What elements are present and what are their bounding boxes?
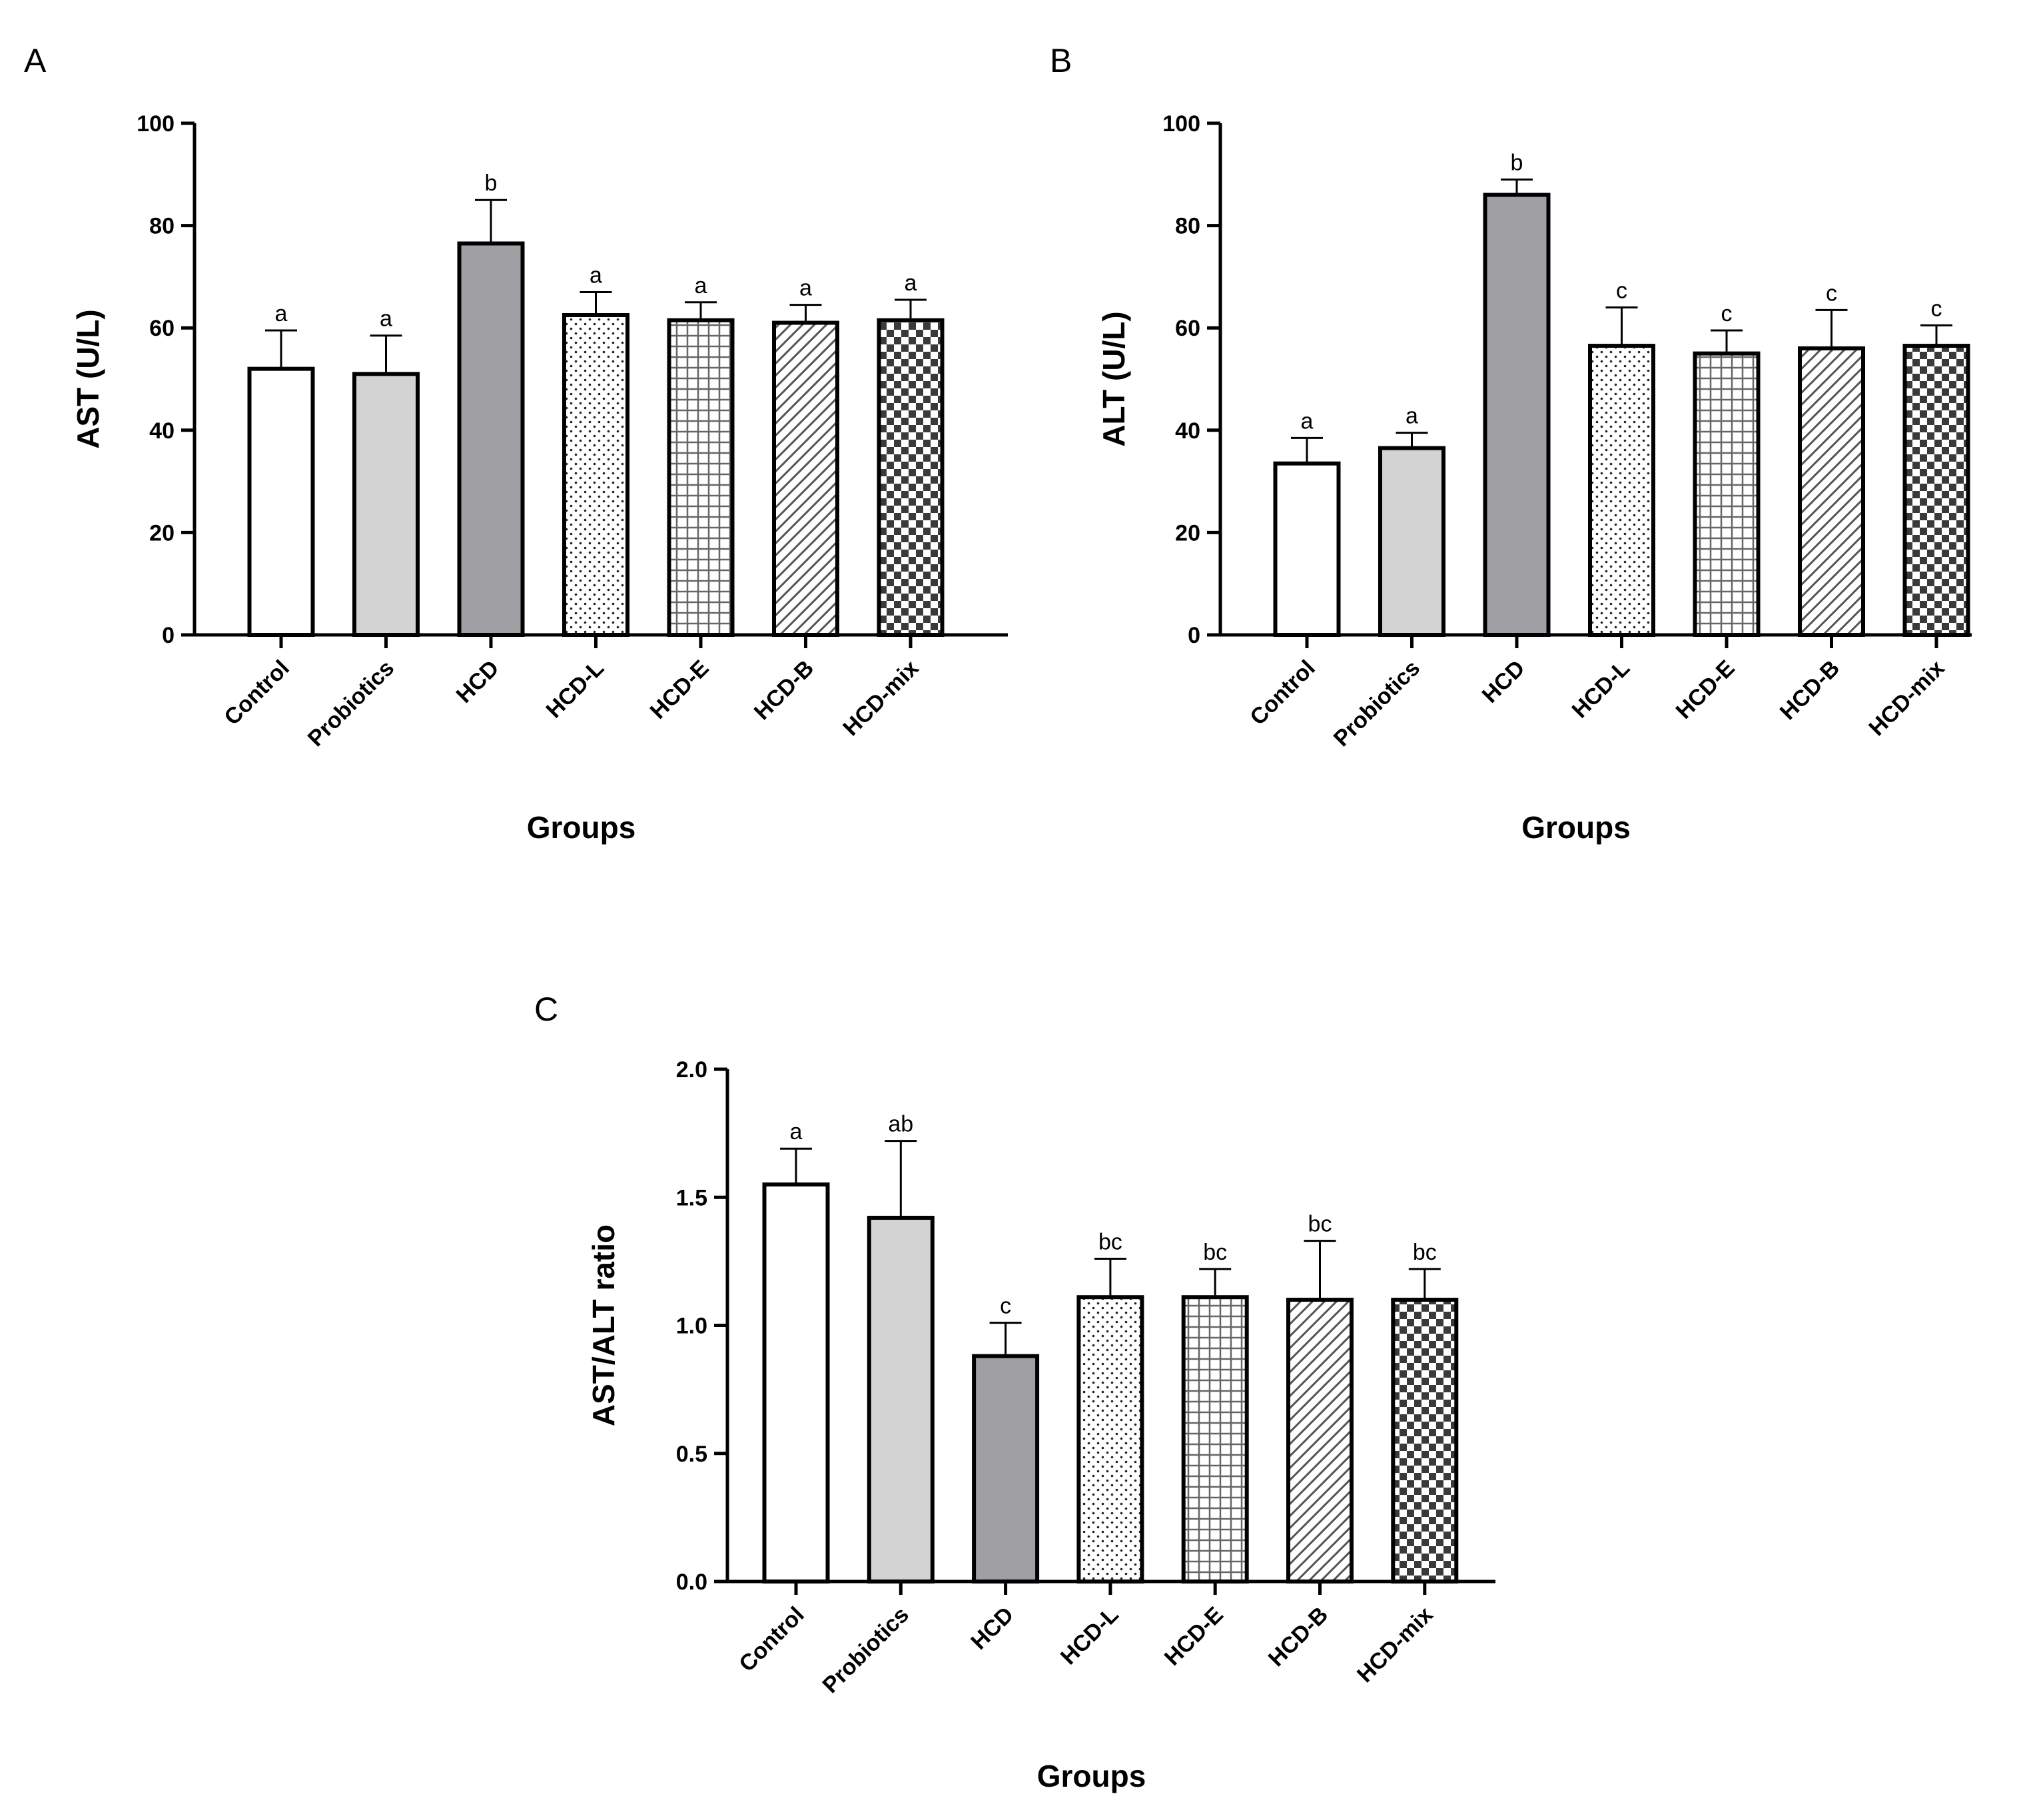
- significance-label: a: [695, 273, 707, 298]
- bar-control: [762, 1182, 830, 1584]
- significance-label: bc: [1413, 1240, 1437, 1265]
- panel-letter-b: B: [1050, 42, 1072, 79]
- significance-label: c: [1931, 296, 1942, 321]
- x-category-label: HCD-E: [645, 656, 714, 724]
- x-category-label: HCD-L: [1567, 656, 1635, 723]
- x-category-label: Probiotics: [818, 1602, 914, 1698]
- x-axis-title: Groups: [1037, 1759, 1146, 1793]
- x-category-label: HCD: [1477, 656, 1530, 708]
- x-category-label: HCD-B: [1775, 656, 1844, 725]
- significance-label: bc: [1308, 1212, 1332, 1237]
- x-category-label: HCD-E: [1671, 656, 1740, 724]
- x-category-label: HCD-mix: [838, 656, 923, 741]
- x-category-label: Control: [734, 1602, 809, 1677]
- x-category-label: HCD-E: [1160, 1602, 1228, 1671]
- significance-label: c: [1000, 1294, 1011, 1319]
- bar-hcd-l: [1588, 344, 1655, 638]
- y-axis-title: AST/ALT ratio: [586, 1224, 621, 1426]
- y-tick-label: 20: [1175, 520, 1200, 546]
- x-category-label: HCD-B: [1264, 1602, 1333, 1671]
- y-tick-label: 60: [1175, 316, 1200, 341]
- bar-hcd-b: [772, 320, 839, 637]
- bar-hcd-e: [1181, 1295, 1249, 1584]
- significance-label: a: [1301, 408, 1314, 434]
- bar-hcd: [972, 1354, 1040, 1584]
- bar-hcd-mix: [1902, 344, 1970, 638]
- significance-label: c: [1826, 280, 1837, 306]
- y-tick-label: 100: [137, 111, 175, 137]
- x-category-label: HCD-L: [541, 656, 609, 723]
- x-axis-title: Groups: [527, 810, 636, 845]
- x-axis-title: Groups: [1521, 810, 1631, 845]
- bar-hcd-b: [1286, 1298, 1354, 1584]
- significance-label: ab: [888, 1112, 913, 1137]
- significance-label: b: [485, 171, 498, 196]
- bar-hcd-mix: [877, 318, 945, 637]
- y-tick-label: 0.5: [676, 1442, 707, 1467]
- panel-b-alt-chart: 0 20 40 60 80 100 ALT (U/L) Groups a Control a Prob…: [1096, 111, 1972, 845]
- bar-control: [1273, 461, 1341, 637]
- significance-label: a: [1406, 404, 1418, 429]
- significance-label: a: [799, 276, 812, 301]
- bar-hcd: [1483, 193, 1551, 637]
- significance-label: a: [790, 1119, 803, 1144]
- bar-hcd-l: [562, 313, 629, 637]
- x-category-label: HCD-B: [749, 656, 819, 725]
- bar-probiotics: [867, 1216, 935, 1584]
- x-category-label: Control: [219, 656, 294, 730]
- bar-hcd-e: [667, 318, 735, 637]
- y-tick-label: 1.5: [676, 1185, 707, 1210]
- bar-control: [247, 366, 315, 637]
- significance-label: c: [1616, 278, 1627, 303]
- x-category-label: HCD: [966, 1602, 1018, 1655]
- x-category-label: HCD-mix: [1864, 656, 1949, 741]
- x-category-label: HCD: [452, 656, 504, 708]
- y-tick-label: 40: [149, 418, 175, 444]
- bar-hcd-b: [1798, 346, 1865, 637]
- y-axis-title: ALT (U/L): [1096, 311, 1131, 447]
- significance-label: a: [275, 301, 288, 326]
- x-category-label: Probiotics: [1329, 656, 1425, 751]
- significance-label: a: [905, 270, 917, 296]
- y-tick-label: 1.0: [676, 1314, 707, 1339]
- bar-hcd-e: [1693, 351, 1761, 637]
- y-tick-label: 100: [1162, 111, 1200, 137]
- y-tick-label: 20: [149, 520, 175, 546]
- significance-label: bc: [1098, 1230, 1122, 1255]
- x-category-label: HCD-L: [1056, 1602, 1124, 1670]
- significance-label: a: [590, 262, 602, 288]
- significance-label: b: [1511, 150, 1523, 175]
- panel-letter-c: C: [534, 991, 558, 1028]
- bar-hcd-l: [1076, 1295, 1144, 1584]
- panel-a-ast-chart: 0 20 40 60 80 100 AST (U/L) Groups a Control a Prob…: [71, 111, 1008, 845]
- y-tick-label: 2.0: [676, 1057, 707, 1083]
- x-category-label: Control: [1245, 656, 1320, 730]
- y-tick-label: 60: [149, 316, 175, 341]
- panel-letter-a: A: [24, 42, 47, 79]
- y-tick-label: 80: [149, 214, 175, 239]
- panel-c-ratio-chart: 0.0 0.5 1.0 1.5 2.0 AST/ALT ratio Groups a Contr…: [586, 1057, 1495, 1793]
- y-tick-label: 0: [1188, 623, 1200, 648]
- significance-label: bc: [1203, 1240, 1227, 1265]
- bar-probiotics: [1378, 446, 1445, 637]
- y-tick-label: 80: [1175, 214, 1200, 239]
- x-category-label: Probiotics: [303, 656, 399, 751]
- y-tick-label: 40: [1175, 418, 1200, 444]
- y-tick-label: 0: [162, 623, 175, 648]
- significance-label: a: [380, 306, 392, 332]
- bar-hcd: [457, 241, 525, 638]
- bar-hcd-mix: [1391, 1298, 1459, 1584]
- significance-label: c: [1721, 301, 1733, 326]
- y-axis-title: AST (U/L): [71, 309, 105, 449]
- y-tick-label: 0.0: [676, 1570, 707, 1595]
- x-category-label: HCD-mix: [1352, 1602, 1437, 1687]
- bar-probiotics: [352, 372, 420, 637]
